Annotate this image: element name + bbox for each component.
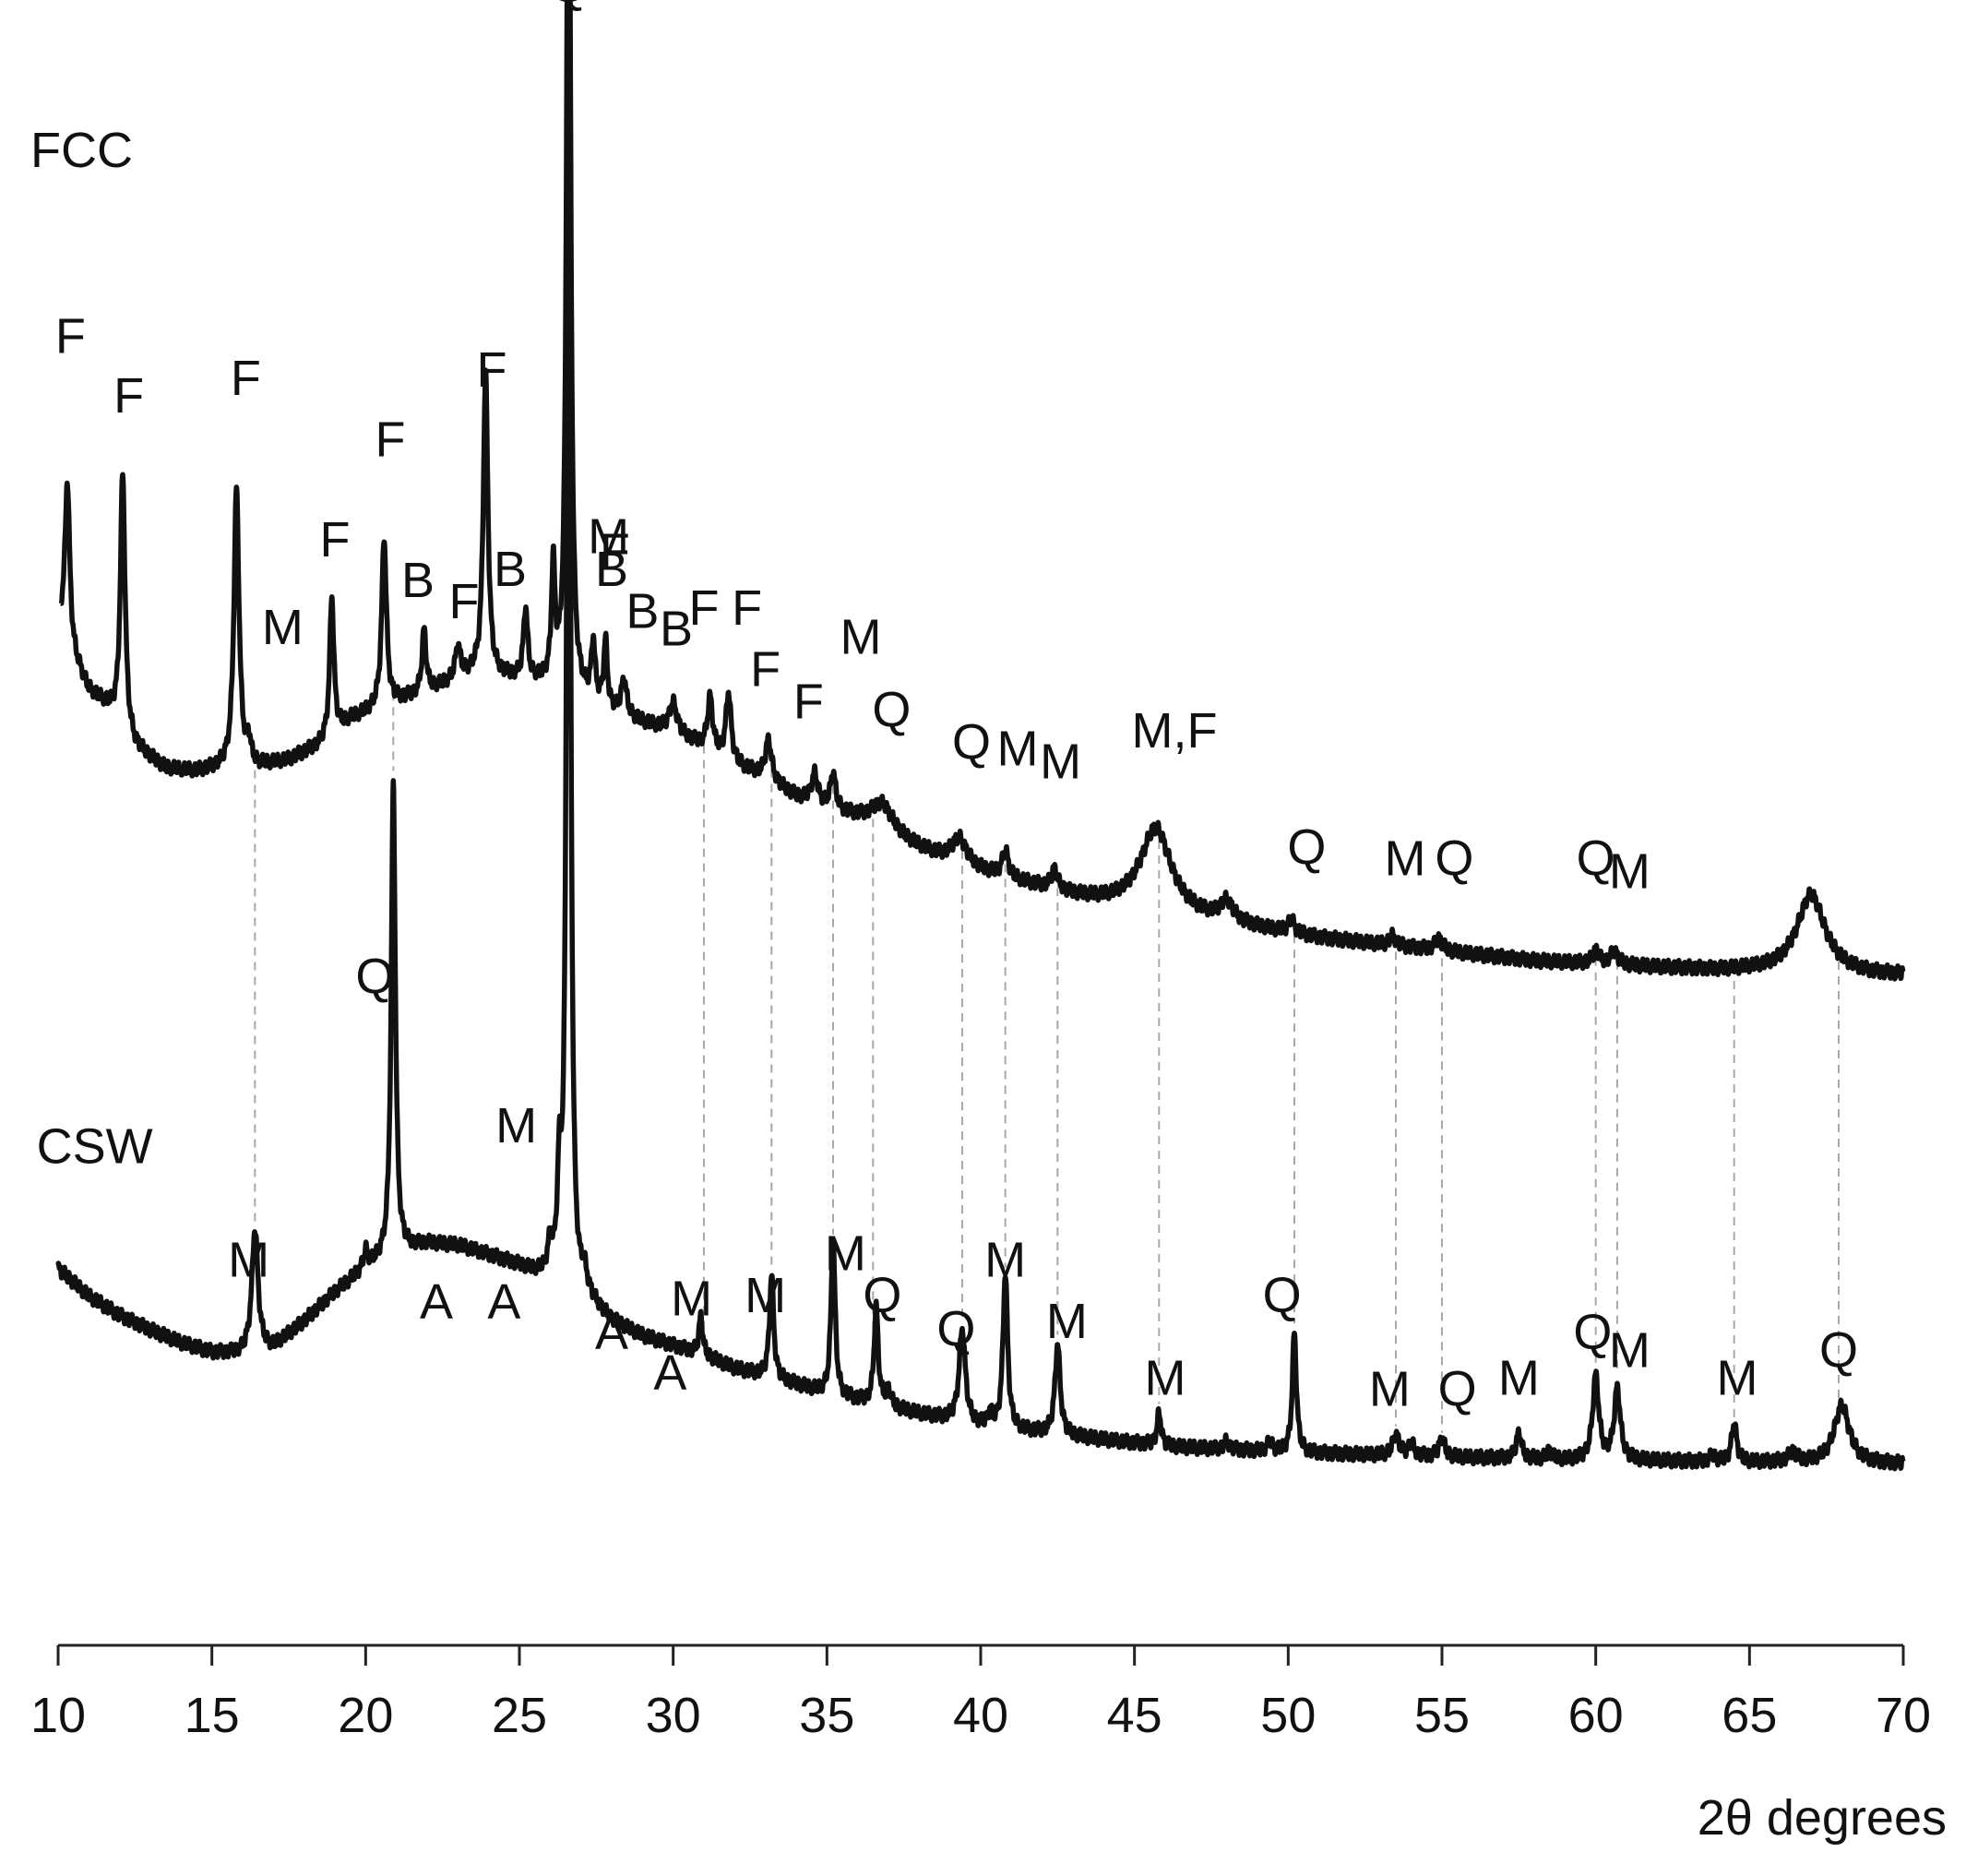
peak-label: M: [745, 1268, 786, 1323]
x-axis-title: 2θ degrees: [1698, 1790, 1947, 1846]
peak-label: F: [600, 524, 630, 580]
x-tick-label: 30: [646, 1688, 701, 1743]
peak-label: M: [228, 1232, 269, 1287]
peak-label: M: [997, 721, 1039, 776]
peak-label: Q: [1577, 831, 1615, 887]
peak-label: M: [495, 1098, 537, 1153]
peak-label: A: [595, 1305, 628, 1360]
peak-label: B: [595, 542, 628, 597]
peak-label: A: [487, 1274, 520, 1330]
guide-lines: [254, 692, 1840, 1433]
x-tick-label: 10: [30, 1688, 86, 1743]
peak-label: Q: [1287, 819, 1326, 875]
x-tick-label: 25: [492, 1688, 547, 1743]
peak-label: F: [732, 580, 762, 636]
peak-label: M: [825, 1225, 866, 1281]
peak-label: F: [55, 308, 86, 364]
peak-label: M: [1498, 1350, 1540, 1405]
peak-label: B: [494, 542, 527, 597]
peak-label: M: [1609, 844, 1650, 900]
peak-label: M: [588, 509, 629, 565]
peak-label: Q: [863, 1268, 901, 1323]
x-tick-label: 15: [185, 1688, 240, 1743]
x-tick-label: 20: [338, 1688, 393, 1743]
x-tick-label: 50: [1260, 1688, 1316, 1743]
peak-label: F: [449, 574, 480, 629]
series-line-csw: [55, 0, 1906, 1472]
peak-label: Q: [1263, 1268, 1302, 1323]
peak-label: F: [750, 641, 780, 697]
x-tick-label: 55: [1414, 1688, 1470, 1743]
x-axis-ticks: 10 15 20 25 30 35 40 45 50 55 60 65 70: [30, 1645, 1931, 1743]
peak-label: M: [1609, 1322, 1650, 1378]
peak-label: M,F: [1132, 703, 1218, 759]
peak-label: F: [477, 342, 507, 398]
peak-label: Q: [872, 682, 911, 737]
peak-label: M: [1046, 1294, 1088, 1349]
x-tick-label: 60: [1568, 1688, 1624, 1743]
peak-label: F: [375, 412, 406, 468]
peak-label: Q: [1573, 1305, 1612, 1360]
peak-label: Q: [1438, 1362, 1477, 1417]
diffraction-traces: [55, 0, 1906, 1472]
peak-label: M: [984, 1232, 1026, 1287]
peak-label: M: [1385, 831, 1426, 887]
peak-label: F: [793, 675, 824, 730]
x-tick-label: 40: [953, 1688, 1008, 1743]
peak-label: M: [840, 609, 882, 664]
peak-label: M: [1369, 1362, 1411, 1417]
peak-label: F: [320, 512, 351, 568]
peak-label: Q: [355, 950, 394, 1005]
peak-label: B: [401, 553, 435, 608]
peak-label: Q: [936, 1302, 975, 1357]
peak-label: Q: [1435, 831, 1473, 887]
series-name-label: CSW: [37, 1119, 153, 1175]
peak-label: M: [1145, 1350, 1186, 1405]
peak-label: B: [626, 583, 659, 639]
peak-label: M: [1717, 1350, 1758, 1405]
series-line-fcc: [58, 0, 1906, 982]
x-tick-label: 70: [1876, 1688, 1931, 1743]
peak-label: Q: [549, 0, 588, 13]
x-tick-label: 65: [1722, 1688, 1777, 1743]
peak-label: Q: [1819, 1322, 1858, 1378]
peak-label: B: [660, 602, 693, 657]
peak-label: A: [420, 1274, 453, 1330]
series-name-label: FCC: [30, 123, 133, 178]
x-tick-label: 45: [1107, 1688, 1162, 1743]
peak-label: M: [671, 1271, 712, 1326]
peak-label: F: [689, 580, 720, 636]
x-tick-label: 35: [799, 1688, 854, 1743]
peak-label: A: [653, 1345, 686, 1401]
peak-label: Q: [952, 714, 991, 770]
peak-label: F: [231, 351, 261, 406]
peak-label: F: [113, 368, 144, 424]
peak-annotations: QFCCFFFFFFMMBFBBFBBFFMFFQQMMM,FQMQQMQCSW…: [30, 0, 1858, 1417]
peak-label: M: [1040, 734, 1081, 789]
peak-label: M: [262, 600, 304, 655]
